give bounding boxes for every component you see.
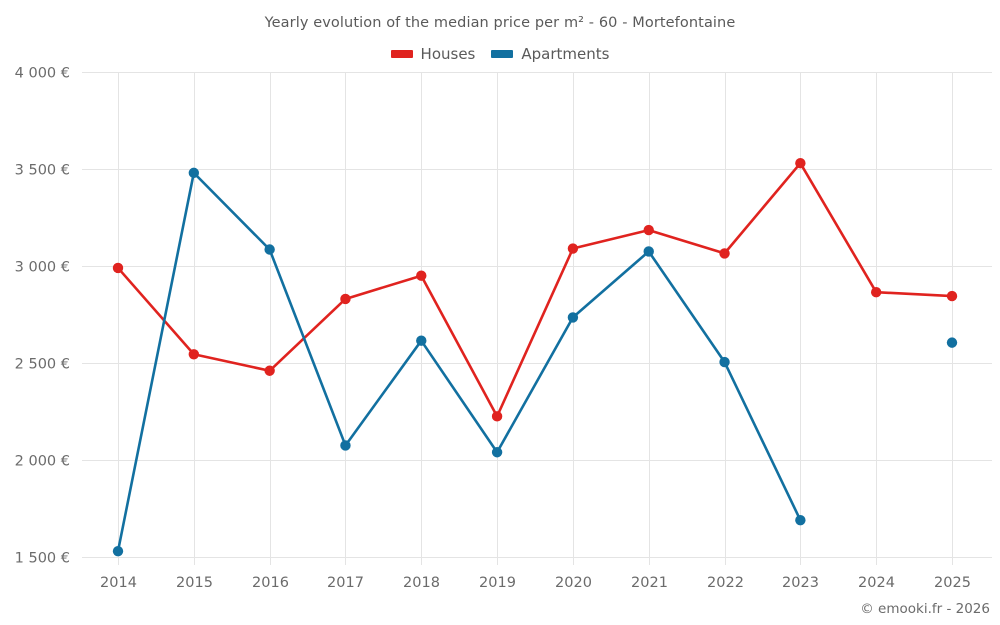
data-point-apartments-2017[interactable] [340, 440, 351, 451]
data-point-houses-2016[interactable] [264, 365, 275, 376]
data-point-houses-2024[interactable] [870, 286, 882, 298]
data-point-apartments-2021[interactable] [643, 246, 654, 257]
chart-title: Yearly evolution of the median price per… [264, 15, 736, 31]
series-line-houses [116, 161, 954, 418]
chart-legend: Houses Apartments [0, 45, 1000, 63]
y-tick-label: 2 000 € [15, 454, 70, 470]
x-tick-label: 2014 [100, 575, 137, 591]
data-point-apartments-2014[interactable] [112, 545, 124, 557]
data-point-houses-2014[interactable] [112, 262, 124, 274]
legend-label-houses: Houses [420, 45, 476, 63]
x-axis-tick-labels: 2014 2015 2016 2017 2018 2019 2020 2021 2022 2023… [100, 575, 971, 591]
series-data-points [112, 157, 958, 557]
y-tick-label: 2 500 € [15, 357, 70, 373]
data-point-houses-2015[interactable] [188, 349, 200, 360]
copyright-credit: © emooki.fr - 2026 [860, 601, 990, 617]
y-tick-label: 3 500 € [15, 163, 70, 179]
x-tick-label: 2023 [782, 575, 819, 591]
series-line-apartments [116, 171, 802, 553]
legend-item-houses[interactable]: Houses [390, 45, 476, 63]
y-tick-label: 1 500 € [15, 551, 70, 567]
data-point-houses-2022[interactable] [719, 248, 730, 259]
data-point-houses-2019[interactable] [491, 411, 503, 422]
data-point-houses-2018[interactable] [416, 270, 427, 281]
x-tick-label: 2021 [631, 575, 668, 591]
series-lines [116, 161, 954, 553]
data-point-apartments-2023[interactable] [795, 514, 806, 526]
legend-swatch-apartments [491, 50, 514, 58]
legend-swatch-houses [390, 50, 413, 58]
data-point-houses-2025[interactable] [946, 290, 958, 302]
data-point-apartments-2022[interactable] [719, 356, 730, 368]
x-tick-label: 2018 [403, 575, 440, 591]
x-gridlines [118, 72, 953, 565]
x-tick-label: 2022 [707, 575, 744, 591]
data-point-houses-2023[interactable] [795, 157, 806, 169]
y-gridlines [82, 72, 992, 558]
data-point-apartments-2025[interactable] [946, 337, 958, 348]
y-tick-label: 3 000 € [15, 260, 70, 276]
y-axis-tick-labels: 1 500 € 2 000 € 2 500 € 3 000 € 3 500 € 4 000… [15, 66, 70, 567]
legend-label-apartments: Apartments [521, 45, 610, 63]
x-tick-label: 2019 [479, 575, 516, 591]
data-point-apartments-2018[interactable] [416, 335, 427, 346]
data-point-apartments-2016[interactable] [264, 244, 275, 255]
data-point-apartments-2019[interactable] [491, 447, 503, 458]
x-tick-label: 2017 [327, 575, 364, 591]
x-tick-label: 2024 [858, 575, 895, 591]
data-point-houses-2021[interactable] [643, 224, 654, 236]
y-tick-label: 4 000 € [15, 66, 70, 82]
data-point-houses-2017[interactable] [340, 293, 351, 305]
data-point-apartments-2015[interactable] [188, 167, 200, 179]
data-point-apartments-2020[interactable] [567, 312, 579, 323]
x-tick-label: 2020 [555, 575, 592, 591]
x-tick-label: 2015 [176, 575, 213, 591]
legend-item-apartments[interactable]: Apartments [491, 45, 609, 63]
x-tick-label: 2025 [934, 575, 971, 591]
x-tick-label: 2016 [252, 575, 289, 591]
data-point-houses-2020[interactable] [567, 243, 579, 254]
